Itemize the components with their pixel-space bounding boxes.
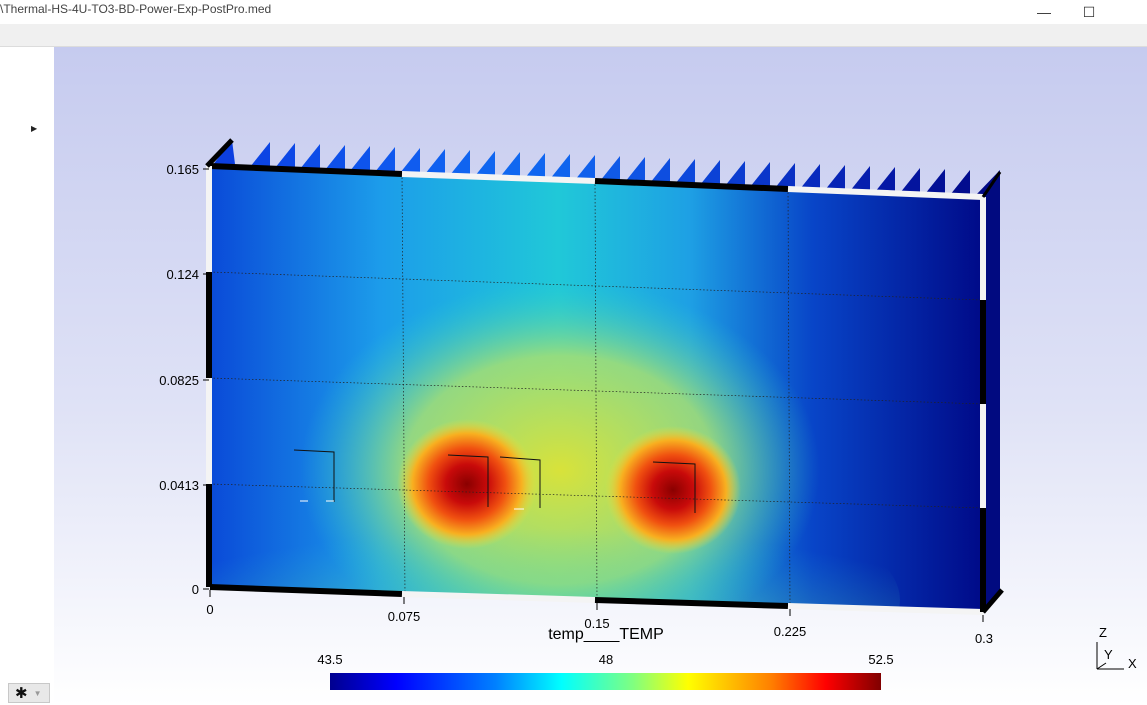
toolbar (0, 24, 1147, 47)
3d-viewport[interactable] (54, 47, 1147, 705)
gear-icon: ✱ (15, 685, 28, 702)
panel-expander-icon[interactable]: ▶ (31, 124, 38, 133)
chevron-down-icon: ▼ (33, 688, 42, 698)
left-panel (0, 47, 54, 705)
minimize-icon: — (1037, 4, 1051, 20)
maximize-button[interactable]: ☐ (1066, 0, 1112, 24)
settings-button[interactable]: ✱ ▼ (8, 683, 50, 703)
title-bar: \Thermal-HS-4U-TO3-BD-Power-Exp-PostPro.… (0, 0, 1147, 24)
maximize-icon: ☐ (1082, 3, 1096, 20)
window-title: \Thermal-HS-4U-TO3-BD-Power-Exp-PostPro.… (0, 2, 272, 16)
minimize-button[interactable]: — (1021, 0, 1067, 24)
